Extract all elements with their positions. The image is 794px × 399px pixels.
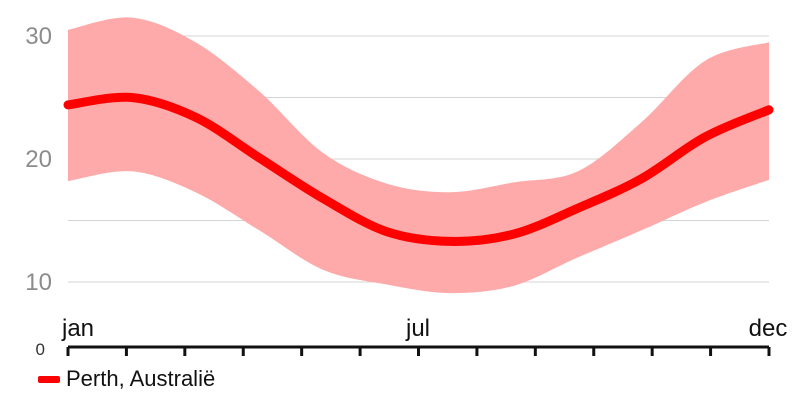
y-tick-label-30: 30 [25, 23, 52, 50]
legend-label: Perth, Australië [66, 366, 216, 391]
x-tick-label-jan: jan [61, 315, 94, 342]
mean-line-path [63, 92, 774, 246]
y-tick-label-10: 10 [25, 269, 52, 296]
range-band-area [68, 17, 769, 294]
temperature-range-band [68, 17, 769, 294]
y-zero-label: 0 [36, 340, 45, 359]
y-tick-label-20: 20 [25, 146, 52, 173]
x-tick-label-dec: dec [749, 315, 788, 342]
legend: Perth, Australië [38, 366, 215, 392]
x-axis: jan jul dec [61, 315, 787, 356]
legend-swatch [38, 375, 60, 383]
y-axis: 30 20 10 0 [25, 23, 52, 359]
x-tick-label-jul: jul [405, 315, 430, 342]
mean-temperature-line [63, 92, 774, 246]
